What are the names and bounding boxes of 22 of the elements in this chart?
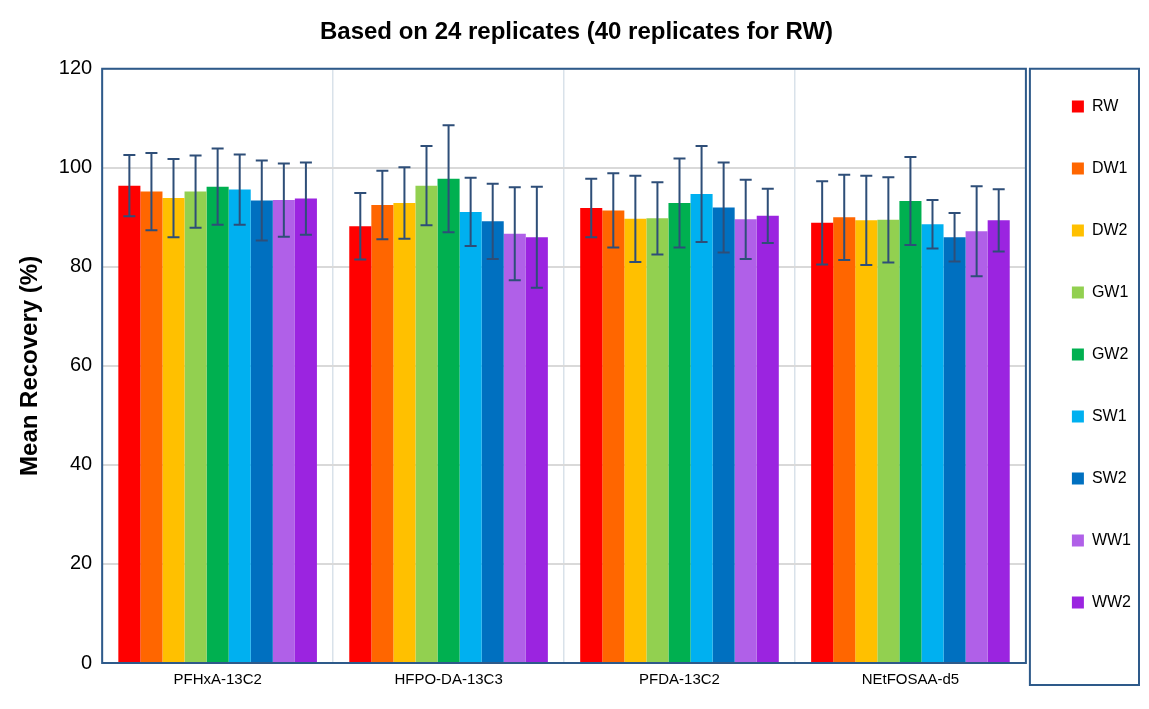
- legend-label: SW1: [1091, 406, 1127, 424]
- x-tick-label: PFHxA-13C2: [173, 670, 262, 688]
- legend-label: DW2: [1091, 220, 1128, 238]
- legend-label: RW: [1091, 96, 1120, 114]
- chart-title: Based on 24 replicates (40 replicates for RW): [319, 17, 834, 45]
- y-tick-label: 100: [58, 155, 93, 178]
- y-tick-label: 40: [69, 452, 93, 475]
- legend-label: WW2: [1091, 592, 1132, 610]
- x-tick-label: HFPO-DA-13C3: [394, 670, 503, 688]
- legend-label: GW1: [1091, 282, 1129, 300]
- y-tick-label: 60: [69, 353, 93, 376]
- legend-label: SW2: [1091, 468, 1127, 486]
- x-tick-label: NEtFOSAA-d5: [861, 670, 960, 688]
- legend-label: DW1: [1091, 158, 1128, 176]
- y-tick-label: 20: [69, 551, 93, 574]
- y-tick-label: 80: [69, 254, 93, 277]
- y-tick-label: 0: [81, 650, 93, 673]
- y-axis-title: Mean Recovery (%): [15, 255, 43, 476]
- y-tick-label: 120: [58, 56, 93, 79]
- legend-label: WW1: [1091, 530, 1132, 548]
- x-tick-label: PFDA-13C2: [639, 670, 720, 688]
- legend-label: GW2: [1091, 344, 1129, 362]
